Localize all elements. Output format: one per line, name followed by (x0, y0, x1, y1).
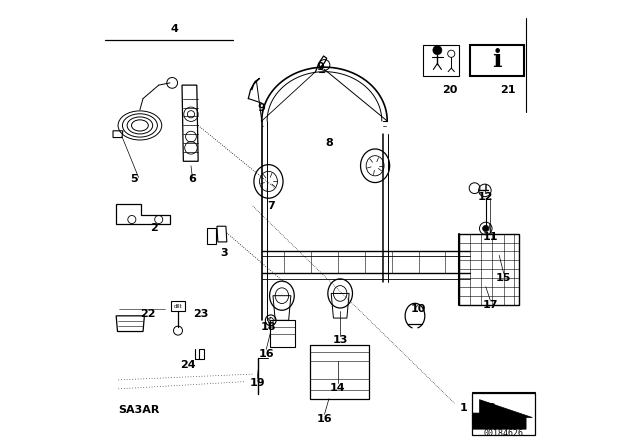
Text: 8: 8 (325, 138, 333, 148)
Text: 9: 9 (316, 62, 324, 72)
Text: 5: 5 (131, 174, 138, 184)
Text: SA3AR: SA3AR (118, 405, 160, 415)
Text: 7: 7 (267, 201, 275, 211)
Text: 16: 16 (259, 349, 274, 359)
Text: 17: 17 (483, 300, 498, 310)
Text: 2: 2 (150, 224, 158, 233)
Text: 4: 4 (170, 24, 179, 34)
Text: 10: 10 (411, 304, 426, 314)
Circle shape (483, 225, 489, 232)
Text: 13: 13 (332, 336, 348, 345)
Text: i: i (492, 48, 502, 73)
Text: 23: 23 (193, 309, 209, 319)
Text: 19: 19 (250, 378, 265, 388)
Text: 1: 1 (460, 403, 467, 413)
Text: 21: 21 (500, 85, 516, 95)
Text: 11: 11 (483, 233, 498, 242)
Text: 18: 18 (260, 322, 276, 332)
Text: 24: 24 (180, 360, 196, 370)
Text: 12: 12 (478, 192, 493, 202)
Text: 14: 14 (330, 383, 346, 392)
Text: 00184626: 00184626 (484, 429, 524, 438)
Text: 6: 6 (188, 174, 196, 184)
Text: 15: 15 (496, 273, 511, 283)
Text: 9: 9 (258, 103, 266, 112)
Circle shape (433, 46, 442, 55)
Text: 20: 20 (442, 85, 458, 95)
Text: 16: 16 (317, 414, 332, 424)
Polygon shape (472, 400, 532, 429)
Text: dllt: dllt (173, 304, 182, 309)
Text: 3: 3 (220, 248, 227, 258)
Text: 22: 22 (140, 309, 156, 319)
